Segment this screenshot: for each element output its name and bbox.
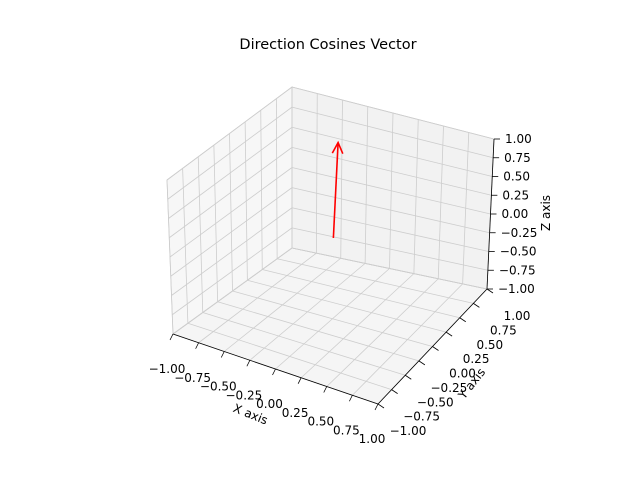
y-axis-tick [432,346,439,351]
x-axis-tick [195,342,199,349]
y-axis-tick-label: −0.25 [431,381,468,395]
grid-line [291,86,495,140]
y-axis-tick [377,403,385,409]
grid-lines [166,86,495,405]
grid-line [232,290,433,347]
y-axis-tick [486,288,494,294]
grid-line [300,273,415,379]
y-axis-tick [418,360,426,366]
grid-line [291,126,493,177]
y-axis-tick [405,374,412,380]
x-axis-tick [220,351,225,358]
x-axis-tick [323,386,328,393]
grid-line [275,98,278,259]
y-axis-tick [473,303,480,308]
grid-line [462,132,470,284]
grid-line [291,106,494,159]
x-axis-tick [246,360,251,367]
x-axis-tick [272,368,276,376]
grid-line [168,126,293,219]
grid-line [326,278,439,387]
y-axis-tick-label: 0.00 [449,367,476,381]
z-axis-tick-label: 0.50 [503,170,530,184]
grid-line [413,119,419,274]
z-axis-tick-label: 0.00 [502,207,529,221]
y-axis-tick-label: −0.50 [417,395,454,409]
x-axis-tick-label: 1.00 [359,432,386,446]
z-axis-tick-label: 0.25 [502,188,529,202]
z-axis-tick-label: 1.00 [505,132,532,146]
x-axis-tick-label: 0.25 [282,406,309,420]
grid-line [169,147,293,239]
grid-line [247,279,447,333]
grid-line [291,247,488,290]
y-axis-tick-label: 1.00 [504,309,531,323]
grid-line [291,167,491,215]
z-axis-tick-label: −1.00 [498,282,535,296]
x-axis-tick [349,395,353,402]
y-axis-tick-label: 0.75 [490,323,517,337]
y-axis-tick [391,389,398,394]
grid-line [291,146,492,196]
z-axis-tick-label: 0.75 [504,151,531,165]
x-axis-tick-label: 0.00 [256,397,283,411]
vector-arrowhead [331,140,344,155]
grid-line [437,125,444,279]
grid-line [262,269,460,319]
vector-layer [331,140,344,239]
y-axis-tick [459,317,466,323]
chart-title: Direction Cosines Vector [239,37,416,53]
vector-shaft [332,142,339,239]
y-axis-tick-label: −0.75 [403,410,440,424]
axis-ticks: −1.00−1.00−1.00−0.75−0.75−0.75−0.50−0.50… [149,132,538,446]
y-axis-tick-label: −1.00 [390,424,427,438]
y-axis-tick [445,331,453,337]
x-axis-tick-label: 0.75 [333,423,360,437]
x-axis-tick-label: −0.25 [226,388,263,402]
x-axis-tick [297,377,302,384]
x-axis-tick-label: −0.75 [174,371,211,385]
x-axis-tick-label: −0.50 [200,380,237,394]
grid-line [167,106,293,200]
x-axis-tick [374,403,379,411]
y-axis-tick-label: 0.50 [476,338,503,352]
z-axis-label: Z axis [539,195,553,231]
grid-line [277,258,474,304]
x-axis-tick [169,333,174,341]
z-axis-tick-label: −0.75 [499,263,536,277]
y-axis-tick-label: 0.25 [463,352,490,366]
grid-line [352,283,463,396]
grid-line [166,86,293,181]
grid-line [244,121,248,281]
grid-line [169,167,293,258]
x-axis-tick-label: −1.00 [149,362,186,376]
z-axis-tick-label: −0.25 [501,226,538,240]
z-axis-tick-label: −0.50 [500,245,537,259]
x-axis-tick-label: 0.50 [307,415,334,429]
grid-line [260,110,263,270]
